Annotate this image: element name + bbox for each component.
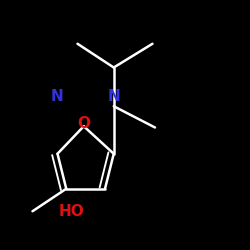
Text: HO: HO xyxy=(58,204,84,219)
Text: N: N xyxy=(51,89,64,104)
Text: O: O xyxy=(77,116,90,131)
Text: N: N xyxy=(108,89,120,104)
